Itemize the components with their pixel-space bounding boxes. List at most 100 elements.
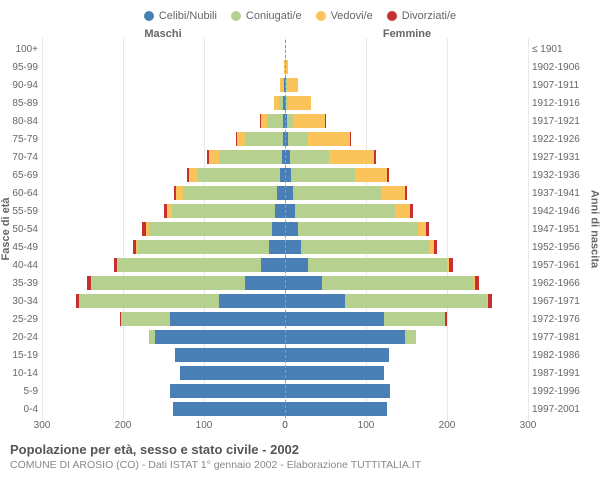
birth-tick: 1917-1921	[528, 112, 600, 130]
male-bar	[133, 240, 285, 254]
female-bar	[285, 258, 453, 272]
bar-segment	[434, 240, 437, 254]
bar-row	[285, 130, 528, 148]
female-bar	[285, 312, 447, 326]
bar-segment	[410, 204, 413, 218]
age-tick: 70-74	[0, 148, 42, 166]
bar-segment	[138, 240, 269, 254]
bar-segment	[175, 348, 285, 362]
bar-segment	[350, 132, 351, 146]
plot	[42, 40, 528, 418]
male-bar	[180, 366, 285, 380]
age-tick: 20-24	[0, 328, 42, 346]
bar-row	[42, 40, 285, 58]
bar-segment	[285, 240, 301, 254]
header-male: Maschi	[42, 28, 284, 40]
bar-segment	[277, 186, 285, 200]
bar-segment	[173, 402, 285, 416]
male-bar	[149, 330, 285, 344]
bar-segment	[426, 222, 429, 236]
bar-segment	[301, 240, 429, 254]
bar-row	[285, 58, 528, 76]
bar-segment	[395, 204, 410, 218]
bar-row	[42, 328, 285, 346]
male-bar	[187, 168, 285, 182]
bar-row	[42, 274, 285, 292]
bar-segment	[290, 150, 329, 164]
bar-row	[42, 112, 285, 130]
bar-row	[42, 238, 285, 256]
birth-tick: 1907-1911	[528, 76, 600, 94]
bar-segment	[219, 294, 285, 308]
bar-row	[285, 256, 528, 274]
age-tick: 75-79	[0, 130, 42, 148]
bar-row	[285, 40, 528, 58]
bar-segment	[285, 366, 384, 380]
bar-row	[42, 166, 285, 184]
bar-row	[285, 310, 528, 328]
x-tick: 100	[358, 420, 375, 431]
male-bar	[114, 258, 285, 272]
legend-item: Celibi/Nubili	[144, 10, 217, 22]
bar-row	[42, 400, 285, 418]
bar-segment	[245, 276, 285, 290]
bar-row	[42, 256, 285, 274]
age-tick: 35-39	[0, 274, 42, 292]
x-tick: 200	[439, 420, 456, 431]
bar-row	[285, 400, 528, 418]
bar-row	[285, 364, 528, 382]
age-tick: 25-29	[0, 310, 42, 328]
bar-segment	[345, 294, 488, 308]
bar-row	[285, 328, 528, 346]
age-tick: 60-64	[0, 184, 42, 202]
age-tick: 45-49	[0, 238, 42, 256]
bar-segment	[488, 294, 492, 308]
bar-row	[285, 202, 528, 220]
bar-segment	[285, 312, 384, 326]
male-bar	[260, 114, 285, 128]
birth-tick: 1967-1971	[528, 292, 600, 310]
bar-segment	[267, 114, 283, 128]
x-tick: 0	[282, 420, 288, 431]
birth-tick: 1982-1986	[528, 346, 600, 364]
female-bar	[285, 294, 492, 308]
bar-segment	[329, 150, 374, 164]
age-tick: 30-34	[0, 292, 42, 310]
birth-tick: 1927-1931	[528, 148, 600, 166]
bar-row	[42, 58, 285, 76]
center-line	[285, 40, 286, 418]
bar-segment	[92, 276, 244, 290]
female-bar	[285, 330, 416, 344]
bar-segment	[219, 150, 282, 164]
birth-tick: 1987-1991	[528, 364, 600, 382]
female-bar	[285, 150, 376, 164]
birth-tick: 1922-1926	[528, 130, 600, 148]
y-axis-right-title: Anni di nascita	[588, 190, 600, 268]
bar-row	[42, 292, 285, 310]
male-bar	[173, 402, 285, 416]
birth-tick: 1972-1976	[528, 310, 600, 328]
bar-row	[42, 220, 285, 238]
legend-item: Vedovi/e	[316, 10, 373, 22]
bar-row	[285, 184, 528, 202]
bar-segment	[285, 348, 389, 362]
bar-segment	[285, 276, 322, 290]
male-bar	[142, 222, 285, 236]
bar-segment	[285, 402, 387, 416]
birth-tick: 1902-1906	[528, 58, 600, 76]
chart-subtitle: COMUNE DI AROSIO (CO) - Dati ISTAT 1° ge…	[10, 459, 590, 471]
footer: Popolazione per età, sesso e stato civil…	[0, 434, 600, 471]
bar-segment	[198, 168, 281, 182]
bar-segment	[237, 132, 245, 146]
female-bar	[285, 78, 298, 92]
bar-row	[42, 202, 285, 220]
legend-swatch	[387, 11, 397, 21]
male-bar	[164, 204, 286, 218]
x-tick: 200	[115, 420, 132, 431]
bar-segment	[295, 204, 395, 218]
bar-segment	[272, 222, 285, 236]
bar-segment	[149, 222, 272, 236]
bar-row	[42, 148, 285, 166]
age-tick: 85-89	[0, 94, 42, 112]
bar-segment	[418, 222, 426, 236]
